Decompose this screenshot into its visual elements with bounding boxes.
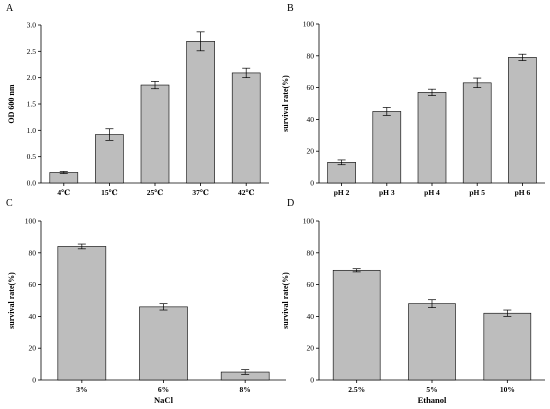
y-tick-label: 60 xyxy=(307,83,315,92)
y-tick-label: 0 xyxy=(32,376,36,385)
y-tick-label: 80 xyxy=(29,248,37,257)
chart-panel-b: B 0 20 40 60 80 100 survival rate(%) pH 2 pH 3 pH … xyxy=(281,3,545,197)
chart-panel-d: D 0 20 40 60 80 100 survival rate(%) 2.5% 5% 10% Et… xyxy=(281,198,545,405)
y-tick-label: 0.0 xyxy=(27,179,37,188)
bar xyxy=(231,72,261,184)
y-tick-label: 2.5 xyxy=(27,47,37,56)
bar xyxy=(140,84,170,184)
x-tick-label: 2.5% xyxy=(348,385,365,394)
y-axis-label: survival rate(%) xyxy=(7,272,16,329)
x-tick-label: 6% xyxy=(158,385,169,394)
bar xyxy=(372,111,402,184)
bar xyxy=(95,134,124,184)
y-tick-label: 100 xyxy=(25,217,37,226)
y-tick-label: 60 xyxy=(307,280,315,289)
x-tick-label: pH 2 xyxy=(334,188,350,197)
x-tick-label: pH 6 xyxy=(515,188,531,197)
y-tick-label: 20 xyxy=(307,344,315,353)
bar xyxy=(139,306,188,381)
bar xyxy=(417,92,447,184)
x-tick-label: 3% xyxy=(76,385,87,394)
bar xyxy=(462,82,492,184)
x-axis-label: NaCl xyxy=(154,395,174,405)
y-tick-label: 80 xyxy=(307,248,315,257)
y-tick-label: 0 xyxy=(310,376,314,385)
y-tick-label: 1.5 xyxy=(27,100,37,109)
y-tick-label: 100 xyxy=(303,20,315,29)
bar xyxy=(332,269,381,381)
panel-letter: A xyxy=(6,3,14,14)
bar xyxy=(186,41,215,184)
y-axis-label: survival rate(%) xyxy=(281,75,290,132)
x-tick-label: 10% xyxy=(500,385,515,394)
chart-panel-c: C 0 20 40 60 80 100 survival rate(%) 3% 6% 8% NaCl xyxy=(6,198,286,405)
y-tick-label: 20 xyxy=(29,344,37,353)
x-tick-label: 5% xyxy=(426,385,437,394)
y-tick-label: 1.0 xyxy=(27,126,37,135)
y-tick-label: 40 xyxy=(307,115,315,124)
bar xyxy=(49,172,79,184)
y-tick-label: 2.0 xyxy=(27,73,37,82)
bar xyxy=(57,246,107,381)
x-axis-label: Ethanol xyxy=(418,395,447,405)
x-tick-label: 4℃ xyxy=(57,188,70,197)
y-tick-label: 80 xyxy=(307,51,315,60)
y-tick-label: 100 xyxy=(303,217,315,226)
x-tick-label: pH 3 xyxy=(379,188,395,197)
x-tick-label: pH 5 xyxy=(469,188,485,197)
y-tick-label: 40 xyxy=(29,312,37,321)
panel-letter: B xyxy=(287,3,294,14)
y-tick-label: 3.0 xyxy=(27,21,37,30)
y-tick-label: 20 xyxy=(307,147,315,156)
x-tick-label: 25℃ xyxy=(147,188,164,197)
bar xyxy=(483,312,532,381)
y-tick-label: 0 xyxy=(310,179,314,188)
bar xyxy=(327,162,356,184)
x-tick-label: 8% xyxy=(240,385,251,394)
panel-letter: C xyxy=(6,198,13,209)
x-tick-label: 15℃ xyxy=(101,188,118,197)
bar xyxy=(408,303,456,381)
y-axis-label: OD 600 nm xyxy=(7,84,16,123)
y-tick-label: 60 xyxy=(29,280,37,289)
x-tick-label: 37℃ xyxy=(192,188,209,197)
chart-panel-a: A 0.0 0.5 1.0 1.5 2.0 2.5 3.0 OD 600 nm 4℃ 15℃ 25℃ 3… xyxy=(6,3,269,197)
y-axis-label: survival rate(%) xyxy=(281,272,290,329)
panel-letter: D xyxy=(287,198,294,209)
bar xyxy=(508,57,537,184)
x-tick-label: pH 4 xyxy=(424,188,440,197)
x-tick-label: 42℃ xyxy=(238,188,255,197)
y-tick-label: 40 xyxy=(307,312,315,321)
y-tick-label: 0.5 xyxy=(27,152,37,161)
